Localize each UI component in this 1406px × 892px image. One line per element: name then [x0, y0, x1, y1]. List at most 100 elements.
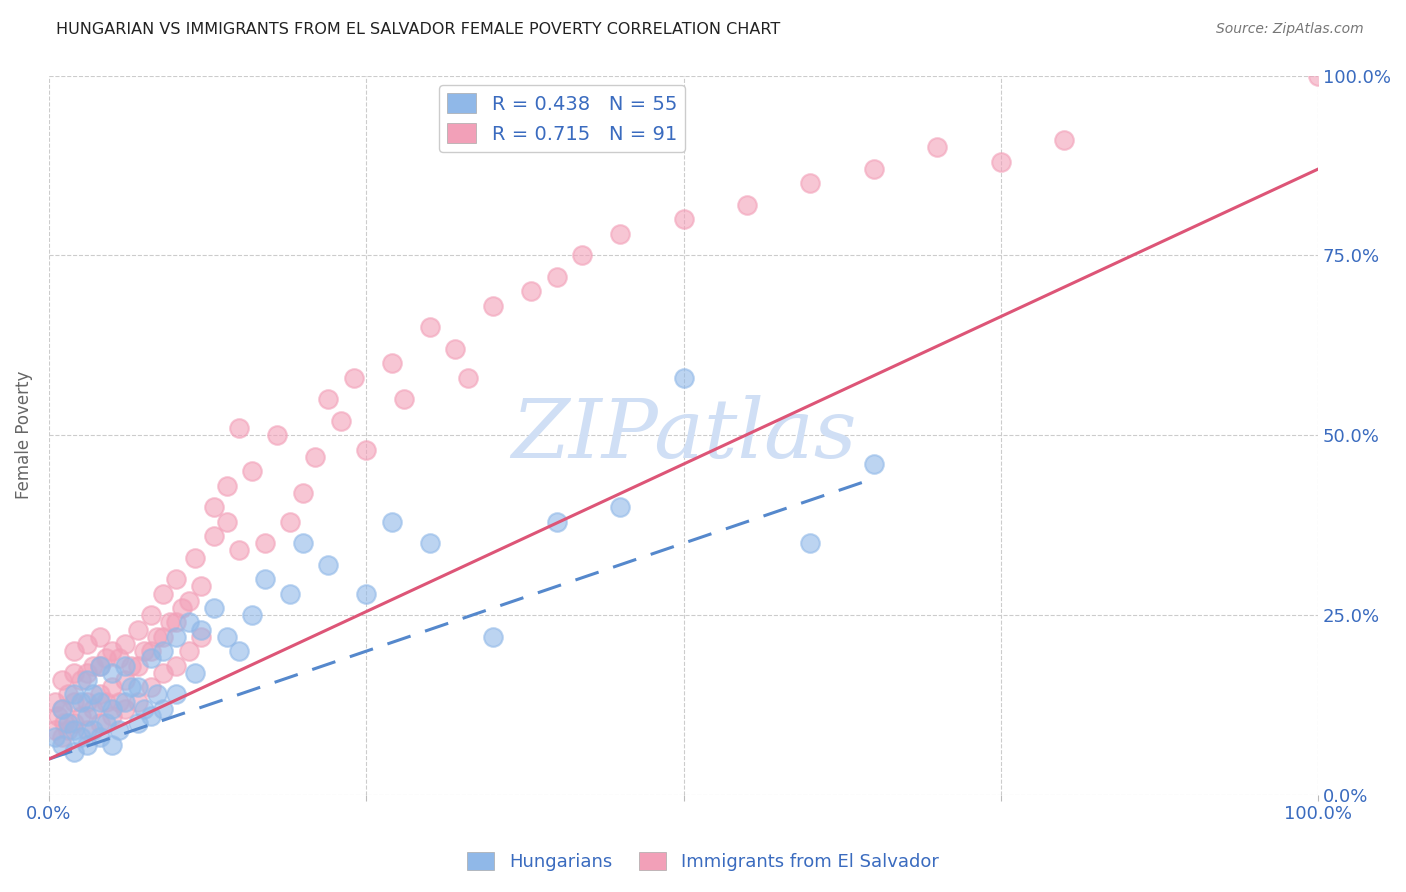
- Point: [69, 731, 91, 745]
- Point: [94, 694, 117, 708]
- Point: [44, 731, 66, 745]
- Point: [152, 702, 174, 716]
- Y-axis label: Female Poverty: Female Poverty: [15, 371, 32, 500]
- Point: [94, 716, 117, 731]
- Point: [63, 745, 86, 759]
- Point: [127, 694, 149, 708]
- Point: [76, 738, 98, 752]
- Point: [672, 370, 695, 384]
- Point: [609, 227, 631, 241]
- Point: [799, 177, 821, 191]
- Point: [76, 637, 98, 651]
- Point: [89, 658, 111, 673]
- Point: [165, 687, 187, 701]
- Point: [69, 673, 91, 687]
- Point: [56, 716, 79, 731]
- Point: [253, 536, 276, 550]
- Point: [863, 162, 886, 177]
- Point: [240, 608, 263, 623]
- Point: [202, 529, 225, 543]
- Point: [672, 212, 695, 227]
- Point: [304, 450, 326, 464]
- Point: [44, 723, 66, 738]
- Point: [172, 601, 194, 615]
- Point: [121, 680, 143, 694]
- Point: [63, 687, 86, 701]
- Point: [190, 630, 212, 644]
- Point: [240, 464, 263, 478]
- Point: [94, 651, 117, 665]
- Point: [342, 370, 364, 384]
- Point: [56, 687, 79, 701]
- Point: [107, 651, 129, 665]
- Text: HUNGARIAN VS IMMIGRANTS FROM EL SALVADOR FEMALE POVERTY CORRELATION CHART: HUNGARIAN VS IMMIGRANTS FROM EL SALVADOR…: [56, 22, 780, 37]
- Point: [53, 716, 76, 731]
- Point: [89, 630, 111, 644]
- Point: [177, 594, 200, 608]
- Point: [63, 694, 86, 708]
- Point: [152, 630, 174, 644]
- Point: [82, 658, 104, 673]
- Point: [76, 694, 98, 708]
- Point: [546, 270, 568, 285]
- Point: [444, 342, 467, 356]
- Point: [63, 716, 86, 731]
- Point: [44, 694, 66, 708]
- Text: ZIPatlas: ZIPatlas: [510, 395, 856, 475]
- Point: [139, 680, 162, 694]
- Point: [101, 709, 124, 723]
- Point: [159, 615, 181, 630]
- Point: [253, 572, 276, 586]
- Point: [114, 658, 136, 673]
- Point: [51, 702, 73, 716]
- Point: [571, 248, 593, 262]
- Point: [107, 723, 129, 738]
- Point: [51, 731, 73, 745]
- Point: [419, 536, 441, 550]
- Point: [278, 586, 301, 600]
- Point: [82, 687, 104, 701]
- Point: [101, 680, 124, 694]
- Point: [381, 356, 404, 370]
- Point: [127, 658, 149, 673]
- Point: [165, 658, 187, 673]
- Point: [76, 723, 98, 738]
- Point: [101, 702, 124, 716]
- Point: [152, 586, 174, 600]
- Point: [228, 644, 250, 658]
- Point: [990, 154, 1012, 169]
- Point: [190, 579, 212, 593]
- Point: [114, 673, 136, 687]
- Point: [146, 687, 169, 701]
- Point: [799, 536, 821, 550]
- Point: [316, 558, 339, 572]
- Point: [482, 630, 505, 644]
- Point: [134, 702, 156, 716]
- Point: [356, 442, 378, 457]
- Point: [63, 644, 86, 658]
- Point: [89, 694, 111, 708]
- Point: [863, 457, 886, 471]
- Point: [127, 623, 149, 637]
- Point: [46, 709, 69, 723]
- Point: [114, 637, 136, 651]
- Point: [165, 630, 187, 644]
- Point: [482, 299, 505, 313]
- Point: [394, 392, 416, 407]
- Point: [89, 687, 111, 701]
- Point: [165, 572, 187, 586]
- Point: [202, 601, 225, 615]
- Legend: Hungarians, Immigrants from El Salvador: Hungarians, Immigrants from El Salvador: [460, 845, 946, 879]
- Point: [1308, 69, 1330, 83]
- Legend: R = 0.438   N = 55, R = 0.715   N = 91: R = 0.438 N = 55, R = 0.715 N = 91: [440, 86, 685, 152]
- Point: [291, 536, 314, 550]
- Point: [165, 615, 187, 630]
- Point: [177, 615, 200, 630]
- Point: [69, 709, 91, 723]
- Point: [89, 716, 111, 731]
- Text: Source: ZipAtlas.com: Source: ZipAtlas.com: [1216, 22, 1364, 37]
- Point: [127, 716, 149, 731]
- Point: [63, 665, 86, 680]
- Point: [51, 673, 73, 687]
- Point: [381, 515, 404, 529]
